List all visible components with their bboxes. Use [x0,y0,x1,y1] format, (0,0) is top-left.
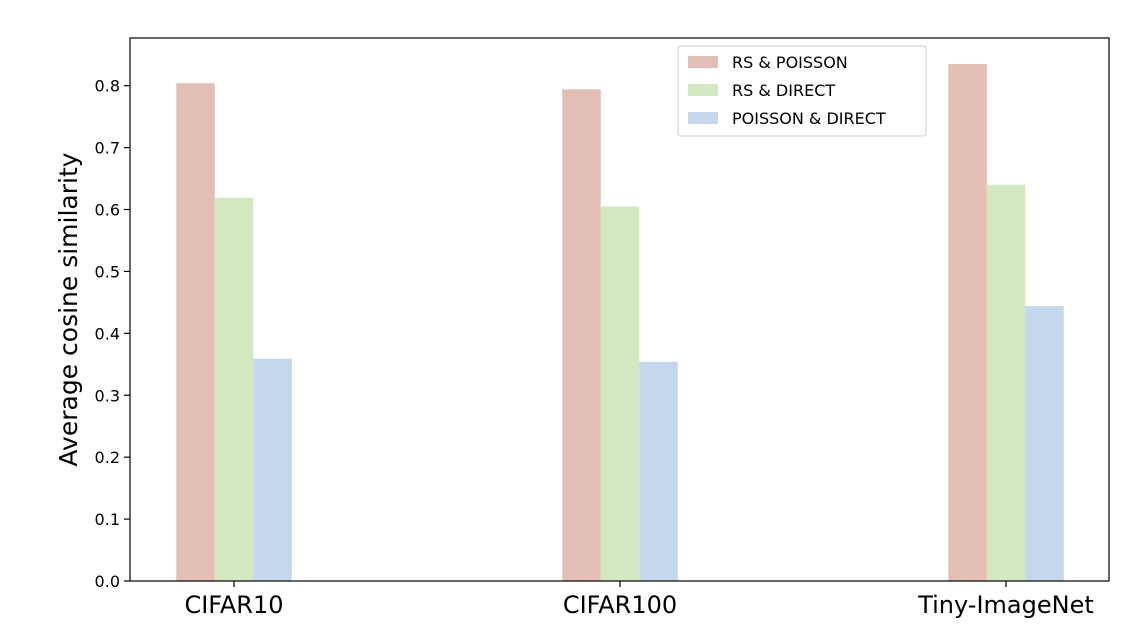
bar-cifar100-series-1 [600,206,640,581]
legend-label: RS & POISSON [732,53,848,72]
legend-label: POISSON & DIRECT [732,109,886,128]
legend-swatch [688,56,718,68]
y-tick-label: 0.0 [95,572,120,591]
legend-swatch [688,84,718,96]
y-tick-label: 0.3 [95,386,120,405]
bar-tiny-imagenet-series-2 [1025,306,1064,581]
y-axis-label: Average cosine similarity [54,152,83,466]
y-tick-label: 0.1 [95,510,120,529]
legend-box [677,45,927,137]
legend-swatch [688,112,718,124]
bar-tiny-imagenet-series-0 [948,64,987,581]
x-tick-label: Tiny-ImageNet [917,591,1094,619]
x-axis: CIFAR10 CIFAR100 Tiny-ImageNet [184,581,1094,619]
y-tick-label: 0.5 [95,262,120,281]
x-tick-label: CIFAR10 [184,591,283,619]
y-tick-label: 0.8 [95,77,120,96]
bars-layer [176,64,1064,582]
bar-cifar100-series-0 [562,89,601,582]
y-tick-label: 0.2 [95,448,120,467]
bar-tiny-imagenet-series-1 [986,184,1026,581]
bar-cifar10-series-1 [214,197,254,581]
bar-cifar100-series-2 [639,361,678,581]
y-axis: 0.0 0.1 0.2 0.3 0.4 0.5 0.6 0.7 0.8 [95,77,130,591]
y-tick-label: 0.7 [95,139,120,158]
y-tick-label: 0.4 [95,324,120,343]
x-tick-label: CIFAR100 [563,591,677,619]
legend: RS & POISSON RS & DIRECT POISSON & DIRECT [677,45,927,137]
bar-cifar10-series-2 [253,358,292,581]
y-tick-label: 0.6 [95,201,120,220]
legend-label: RS & DIRECT [732,81,835,100]
bar-cifar10-series-0 [176,83,215,582]
